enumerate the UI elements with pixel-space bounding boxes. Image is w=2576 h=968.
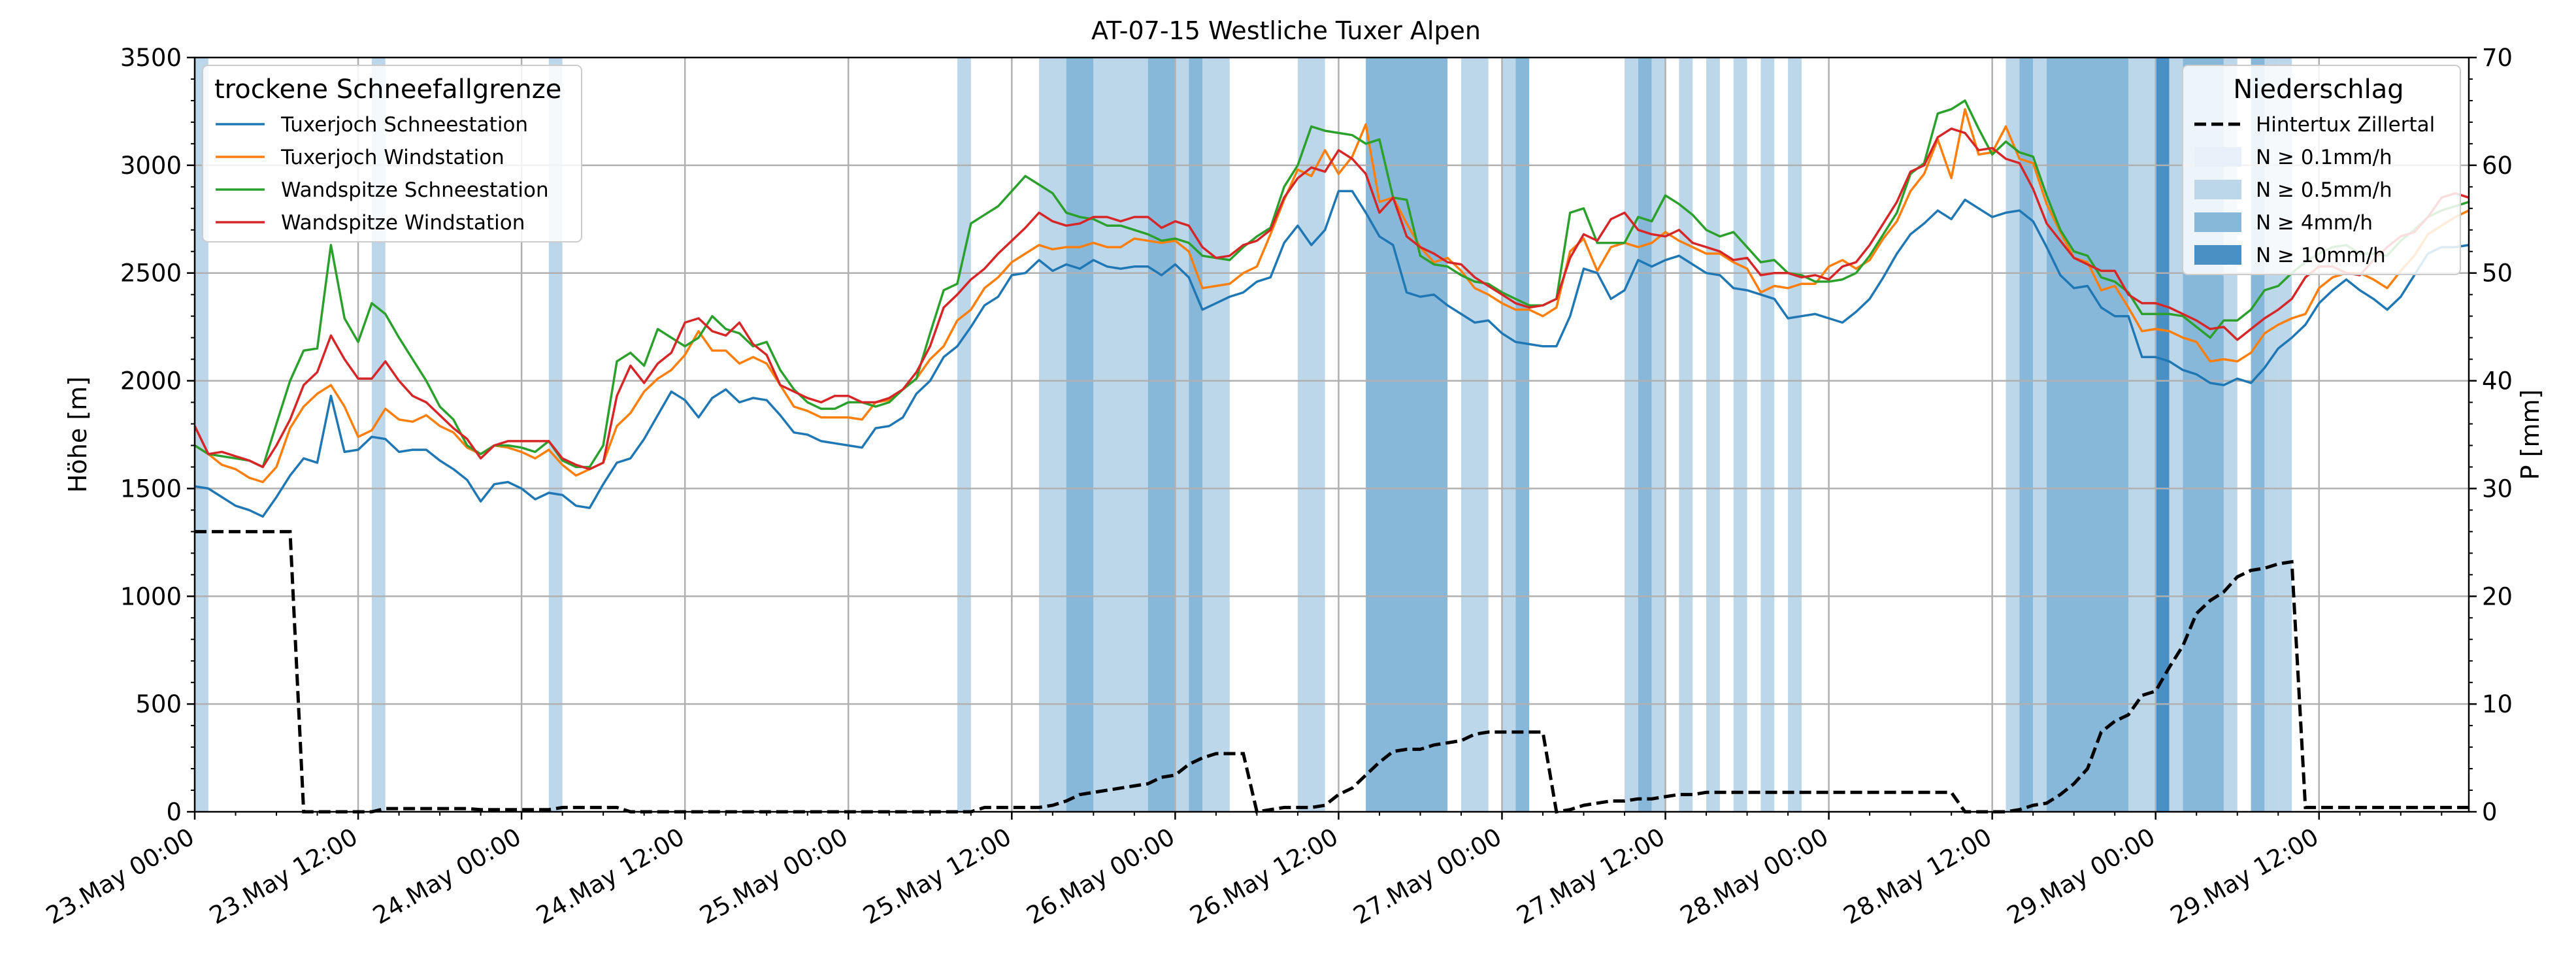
x-tick-label: 28.May 00:00 bbox=[1676, 823, 1833, 930]
precip-band bbox=[2006, 58, 2020, 812]
y2-tick-label: 60 bbox=[2482, 152, 2513, 180]
legend-precipitation: Niederschlag Hintertux Zillertal N ≥ 0.1m… bbox=[2182, 65, 2461, 275]
precip-band bbox=[957, 58, 971, 812]
grid bbox=[195, 58, 2469, 812]
y-tick-label: 500 bbox=[135, 690, 182, 718]
x-tick-label: 25.May 00:00 bbox=[695, 823, 852, 930]
precip-band bbox=[548, 58, 563, 812]
x-tick-label: 27.May 00:00 bbox=[1349, 823, 1506, 930]
precip-band bbox=[195, 58, 208, 812]
legend-label-1: Tuxerjoch Windstation bbox=[280, 146, 504, 169]
y2-axis-label: P [mm] bbox=[2516, 390, 2545, 480]
legend-level-label-3: N ≥ 10mm/h bbox=[2256, 244, 2386, 267]
precip-band bbox=[2169, 58, 2183, 812]
x-tick-label: 24.May 00:00 bbox=[368, 823, 525, 930]
precip-band bbox=[2047, 58, 2129, 812]
x-tick-label: 28.May 12:00 bbox=[1839, 823, 1996, 930]
series-line-3 bbox=[193, 127, 2469, 471]
y-tick-label: 3500 bbox=[120, 44, 182, 72]
x-tick-label: 29.May 00:00 bbox=[2002, 823, 2160, 930]
precip-band bbox=[1679, 58, 1693, 812]
precip-band bbox=[1625, 58, 1638, 812]
plot-frame bbox=[193, 56, 2470, 813]
legend-swatch-0 bbox=[2194, 147, 2241, 167]
precip-band bbox=[1175, 58, 1189, 812]
x-tick-label: 26.May 12:00 bbox=[1185, 823, 1343, 930]
series-line-2 bbox=[194, 99, 2469, 469]
legend-label-0: Tuxerjoch Schneestation bbox=[280, 113, 528, 137]
y2-tick-label: 50 bbox=[2482, 259, 2513, 288]
x-tick-label: 24.May 12:00 bbox=[531, 823, 689, 930]
x-tick-label: 23.May 12:00 bbox=[205, 823, 362, 930]
y2-tick-label: 10 bbox=[2482, 690, 2513, 718]
series-line-0 bbox=[194, 190, 2469, 518]
legend-precip-label: Hintertux Zillertal bbox=[2256, 113, 2435, 137]
y2-tick-label: 70 bbox=[2482, 44, 2513, 72]
precip-band bbox=[1038, 58, 1066, 812]
precip-band bbox=[1366, 58, 1448, 812]
precip-band bbox=[1733, 58, 1747, 812]
precip-band bbox=[1093, 58, 1148, 812]
y-axis-label: Höhe [m] bbox=[63, 376, 92, 493]
legend-swatch-3 bbox=[2194, 245, 2241, 265]
y-tick-label: 1500 bbox=[120, 475, 182, 503]
precip-band bbox=[1788, 58, 1802, 812]
legend-level-label-0: N ≥ 0.1mm/h bbox=[2256, 146, 2392, 169]
y-tick-label: 3000 bbox=[120, 152, 182, 180]
chart-title: AT-07-15 Westliche Tuxer Alpen bbox=[1091, 16, 1481, 45]
x-tick-label: 27.May 12:00 bbox=[1512, 823, 1670, 930]
precip-band bbox=[1202, 58, 1230, 812]
precip-band bbox=[1638, 58, 1652, 812]
precip-band bbox=[371, 58, 386, 812]
precip-band bbox=[1148, 58, 1176, 812]
y-tick-label: 2500 bbox=[120, 259, 182, 288]
x-tick-label: 26.May 00:00 bbox=[1022, 823, 1180, 930]
legend-label-2: Wandspitze Schneestation bbox=[281, 178, 549, 202]
precip-band bbox=[1706, 58, 1720, 812]
precip-band bbox=[2155, 58, 2170, 812]
precip-line bbox=[195, 529, 2469, 814]
y-tick-label: 1000 bbox=[120, 582, 182, 610]
y2-tick-label: 20 bbox=[2482, 582, 2513, 610]
y-tick-label: 2000 bbox=[120, 367, 182, 395]
legend-snowline-title: trockene Schneefallgrenze bbox=[214, 75, 561, 105]
precip-band bbox=[1297, 58, 1325, 812]
legend-label-3: Wandspitze Windstation bbox=[281, 211, 525, 235]
precip-band bbox=[1760, 58, 1775, 812]
precip-band bbox=[2128, 58, 2156, 812]
legend-level-label-2: N ≥ 4mm/h bbox=[2256, 211, 2373, 235]
x-tick-label: 29.May 12:00 bbox=[2166, 823, 2323, 930]
legend-swatch-1 bbox=[2194, 180, 2241, 199]
precip-band bbox=[1461, 58, 1489, 812]
precip-band bbox=[1189, 58, 1203, 812]
precip-band bbox=[1066, 58, 1094, 812]
y2-tick-label: 0 bbox=[2482, 798, 2498, 826]
y-tick-label: 0 bbox=[166, 798, 182, 826]
precip-band bbox=[1502, 58, 1516, 812]
precip-band bbox=[2033, 58, 2047, 812]
x-tick-label: 25.May 12:00 bbox=[859, 823, 1016, 930]
legend-snowline: trockene Schneefallgrenze Tuxerjoch Schn… bbox=[202, 65, 582, 242]
precip-band bbox=[1651, 58, 1666, 812]
precip-band bbox=[2019, 58, 2034, 812]
legend-precipitation-title: Niederschlag bbox=[2233, 75, 2403, 105]
y2-tick-label: 40 bbox=[2482, 367, 2513, 395]
x-tick-label: 23.May 00:00 bbox=[41, 823, 199, 930]
y2-tick-label: 30 bbox=[2482, 475, 2513, 503]
series-lines bbox=[193, 99, 2469, 814]
legend-level-label-1: N ≥ 0.5mm/h bbox=[2256, 178, 2392, 202]
legend-swatch-2 bbox=[2194, 212, 2241, 232]
precipitation-bands bbox=[195, 58, 2292, 812]
precip-band bbox=[1515, 58, 1530, 812]
